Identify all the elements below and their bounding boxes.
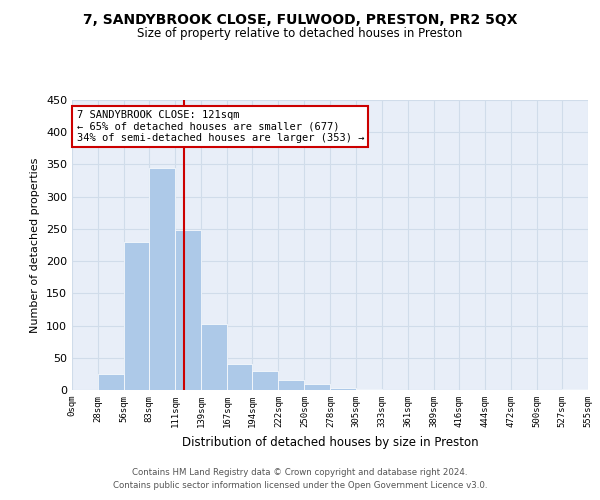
Text: Contains public sector information licensed under the Open Government Licence v3: Contains public sector information licen… xyxy=(113,480,487,490)
Bar xyxy=(227,364,253,390)
Bar xyxy=(304,384,331,390)
Bar xyxy=(278,380,304,390)
Bar xyxy=(124,242,149,390)
Y-axis label: Number of detached properties: Number of detached properties xyxy=(31,158,40,332)
Bar xyxy=(201,324,227,390)
Text: 7 SANDYBROOK CLOSE: 121sqm
← 65% of detached houses are smaller (677)
34% of sem: 7 SANDYBROOK CLOSE: 121sqm ← 65% of deta… xyxy=(77,110,364,143)
Bar xyxy=(149,168,175,390)
Bar xyxy=(331,388,356,390)
Bar xyxy=(253,370,278,390)
Bar xyxy=(98,374,124,390)
Text: Size of property relative to detached houses in Preston: Size of property relative to detached ho… xyxy=(137,28,463,40)
Text: 7, SANDYBROOK CLOSE, FULWOOD, PRESTON, PR2 5QX: 7, SANDYBROOK CLOSE, FULWOOD, PRESTON, P… xyxy=(83,12,517,26)
Bar xyxy=(175,230,201,390)
Text: Contains HM Land Registry data © Crown copyright and database right 2024.: Contains HM Land Registry data © Crown c… xyxy=(132,468,468,477)
Text: Distribution of detached houses by size in Preston: Distribution of detached houses by size … xyxy=(182,436,478,449)
